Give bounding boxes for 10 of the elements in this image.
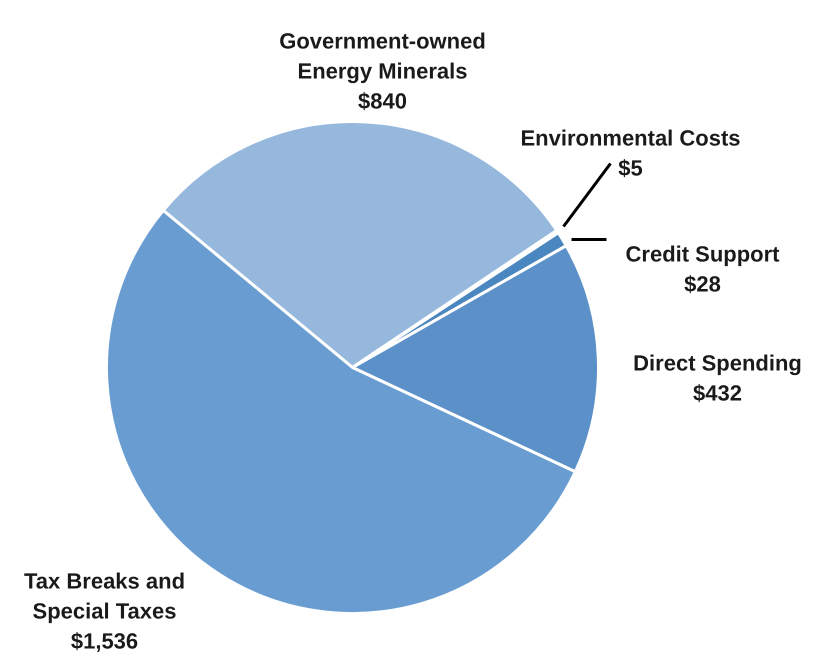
slice-label: Credit Support: [626, 242, 780, 266]
data-label: $28: [684, 272, 721, 296]
data-label: $5: [618, 156, 643, 180]
data-label: $840: [358, 88, 407, 114]
slice-label: Tax Breaks and Special Taxes: [24, 568, 186, 624]
slice-label: Direct Spending: [633, 350, 802, 376]
slice-label: Government-owned Energy Minerals: [279, 28, 486, 84]
data-label: $432: [693, 380, 742, 406]
slice-label: Environmental Costs: [520, 126, 741, 150]
data-label: $1,536: [70, 628, 138, 654]
